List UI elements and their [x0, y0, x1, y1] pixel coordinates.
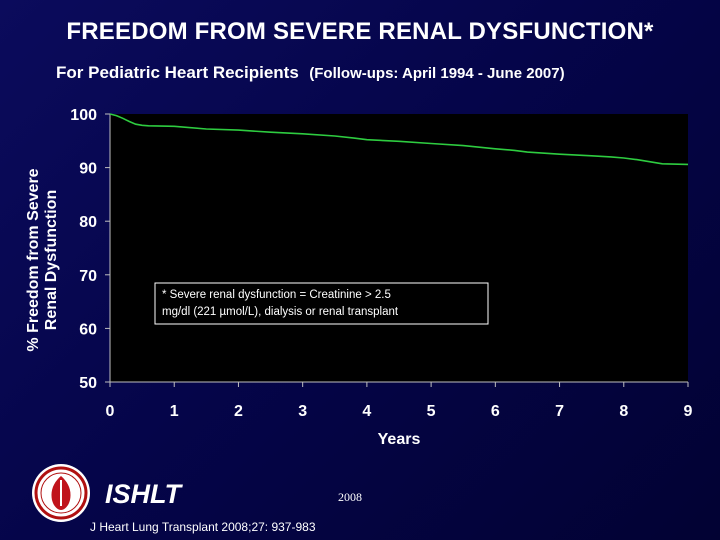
- annotation-box: * Severe renal dysfunction = Creatinine …: [154, 282, 489, 325]
- x-tick-label: 7: [555, 403, 564, 420]
- chart-title: FREEDOM FROM SEVERE RENAL DYSFUNCTION*: [66, 18, 654, 45]
- series-line: [109, 113, 689, 166]
- x-tick-label: 3: [298, 403, 307, 420]
- y-tick-label: 80: [79, 214, 97, 231]
- y-tick-label: 100: [70, 107, 97, 124]
- x-axis-label: Years: [378, 431, 421, 448]
- subtitle-main: For Pediatric Heart Recipients: [56, 63, 299, 82]
- annotation-line-2: mg/dl (221 µmol/L), dialysis or renal tr…: [162, 306, 399, 318]
- x-tick-label: 2: [234, 403, 243, 420]
- x-tick-label: 9: [684, 403, 693, 420]
- plot-area: [110, 114, 688, 382]
- x-tick-label: 0: [106, 403, 115, 420]
- y-tick-label: 90: [79, 161, 97, 178]
- y-axis-label-line-2: Renal Dysfunction: [43, 190, 60, 330]
- x-tick-label: 8: [619, 403, 628, 420]
- y-tick-label: 70: [79, 268, 97, 285]
- x-tick-label: 1: [170, 403, 179, 420]
- chart-svg: 50 60 70 80 90 100 0 1 2 3 4 5 6 7 8 9 Years % Freedom…: [25, 107, 693, 448]
- y-tick-label: 60: [79, 321, 97, 338]
- ishlt-logo-icon: [32, 464, 90, 522]
- subtitle-followup: (Follow-ups: April 1994 - June 2007): [309, 65, 565, 82]
- y-axis-label-line-1: % Freedom from Severe: [25, 168, 42, 351]
- x-tick-label: 6: [491, 403, 500, 420]
- footer-citation: J Heart Lung Transplant 2008;27: 937-983: [90, 520, 316, 534]
- annotation-line-1: * Severe renal dysfunction = Creatinine …: [162, 289, 391, 301]
- x-tick-label: 5: [427, 403, 436, 420]
- footer-year: 2008: [338, 490, 362, 504]
- y-tick-label: 50: [79, 375, 97, 392]
- footer-org: ISHLT: [105, 479, 181, 509]
- x-tick-label: 4: [362, 403, 371, 420]
- chart-subtitle: For Pediatric Heart Recipients (Follow-u…: [56, 63, 565, 83]
